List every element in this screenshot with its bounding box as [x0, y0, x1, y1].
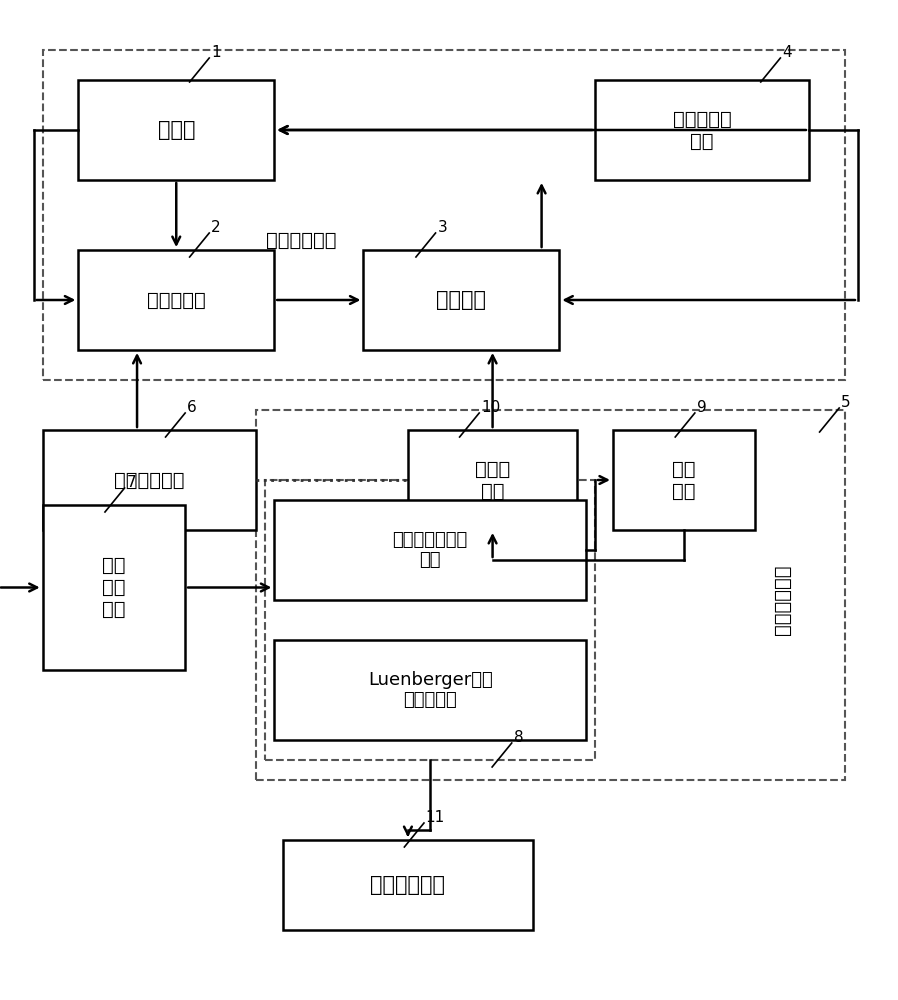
Bar [408, 430, 577, 530]
Text: 11: 11 [426, 810, 445, 825]
Bar [274, 500, 586, 600]
Text: 硬件控制模块: 硬件控制模块 [266, 231, 336, 249]
Text: 故障诊断模块: 故障诊断模块 [772, 565, 792, 635]
Bar [274, 640, 586, 740]
Text: 信号编译及
转换: 信号编译及 转换 [673, 109, 731, 150]
Bar [266, 480, 595, 760]
Text: 3: 3 [437, 220, 447, 235]
Text: 功率放大器: 功率放大器 [147, 290, 206, 309]
Text: 实时监控模块: 实时监控模块 [371, 875, 445, 895]
Text: 10: 10 [481, 400, 500, 415]
Text: 故障注入模块: 故障注入模块 [114, 471, 185, 489]
Bar [364, 250, 559, 350]
Bar [612, 430, 755, 530]
Text: Luenberger故障
检测观测器: Luenberger故障 检测观测器 [368, 671, 493, 709]
Bar [283, 840, 533, 930]
Text: 数据
采集
模块: 数据 采集 模块 [102, 556, 126, 619]
Bar [78, 250, 274, 350]
Text: 5: 5 [841, 395, 850, 410]
Text: 4: 4 [782, 45, 792, 60]
Text: 6: 6 [187, 400, 197, 415]
Bar [42, 50, 844, 380]
Bar [42, 505, 185, 670]
Bar [595, 80, 809, 180]
Text: 2: 2 [211, 220, 221, 235]
Text: 平台机体: 平台机体 [436, 290, 487, 310]
Text: 残差
信号: 残差 信号 [673, 460, 696, 500]
Text: 计算机: 计算机 [157, 120, 195, 140]
Bar [42, 430, 257, 530]
Bar [78, 80, 274, 180]
Text: 增广故障估计观
测器: 增广故障估计观 测器 [392, 531, 468, 569]
Text: 8: 8 [514, 730, 524, 745]
Text: 容错控
制器: 容错控 制器 [475, 460, 510, 500]
Bar [257, 410, 844, 780]
Text: 1: 1 [211, 45, 221, 60]
Text: 9: 9 [697, 400, 707, 415]
Text: 7: 7 [127, 475, 136, 490]
